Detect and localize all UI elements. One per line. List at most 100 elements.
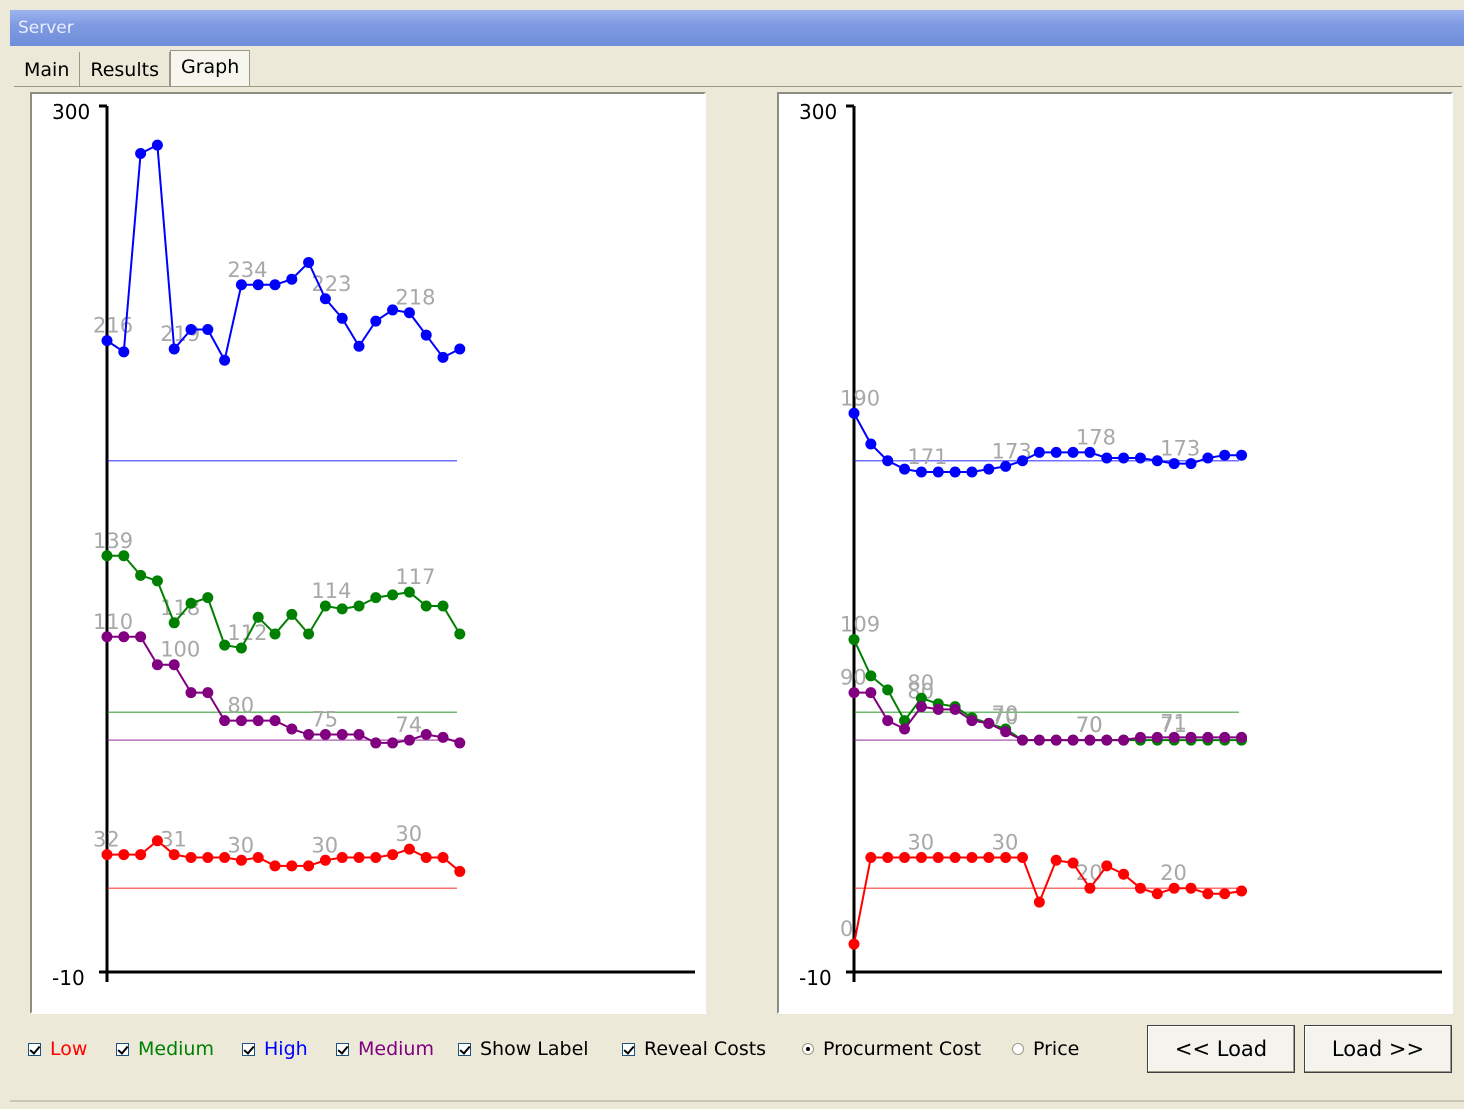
left-medium-purple-data-point (454, 737, 466, 749)
tab-main[interactable]: Main (14, 52, 81, 86)
low-checkbox[interactable]: Low (28, 1038, 87, 1060)
procurement-cost-radio-dot[interactable] (802, 1043, 814, 1055)
left-low-point-label: 30 (311, 833, 338, 857)
tab-results[interactable]: Results (80, 52, 170, 86)
window-title: Server (18, 18, 74, 38)
left-medium-purple-series-line (107, 635, 461, 744)
left-high-data-point (252, 279, 264, 291)
left-low-data-point (202, 851, 214, 863)
left-high-data-point (420, 329, 432, 341)
left-high-data-point (403, 307, 415, 319)
right-low-data-point (1134, 882, 1146, 894)
left-high-data-point (135, 147, 147, 159)
load-next-button[interactable]: Load >> (1304, 1025, 1452, 1073)
left-high-data-point (168, 343, 180, 355)
tab-graph[interactable]: Graph (169, 50, 251, 86)
right-medium-purple-data-point (1236, 731, 1248, 743)
right-high-data-point (932, 466, 944, 478)
left-medium-purple-data-point (387, 737, 399, 749)
left-medium-green-data-point (319, 600, 331, 612)
price-radio-dot[interactable] (1012, 1043, 1024, 1055)
left-high-series-line (106, 143, 461, 364)
left-high-data-point (151, 139, 163, 151)
left-medium-purple-point-label: 110 (93, 610, 133, 634)
right-medium-green-data-point (848, 634, 860, 646)
price-radio[interactable]: Price (1012, 1038, 1079, 1060)
right-medium-green-data-point (882, 684, 894, 696)
show-label-checkbox-box[interactable] (458, 1042, 471, 1056)
right-medium-purple-data-point (966, 715, 978, 727)
right-low-data-point (1101, 860, 1113, 872)
right-medium-purple-data-point (932, 703, 944, 715)
left-low-data-point (151, 835, 163, 847)
right-low-data-point (1067, 857, 1079, 869)
right-high-data-point (966, 466, 978, 478)
right-medium-purple-data-point (882, 715, 894, 727)
right-high-data-point (1168, 458, 1180, 470)
left-low-data-point (336, 851, 348, 863)
left-medium-purple-data-point (403, 734, 415, 746)
right-medium-purple-data-point (1017, 734, 1028, 746)
left-medium-purple-data-point (303, 729, 315, 741)
medium-purple-checkbox[interactable]: Medium (336, 1038, 434, 1060)
left-medium-purple-data-point (235, 715, 247, 727)
left-y-max-label: 300 (52, 100, 91, 124)
right-medium-green-point-label: 70 (992, 702, 1019, 726)
right-low-point-label: 20 (1160, 861, 1187, 885)
medium-purple-checkbox-label: Medium (358, 1038, 434, 1060)
high-checkbox-box[interactable] (242, 1042, 255, 1056)
right-y-max-label: 300 (799, 100, 838, 124)
left-high-data-point (319, 293, 331, 305)
right-high-data-point (1202, 452, 1214, 464)
left-low-data-point (387, 849, 399, 861)
right-low-data-point (1017, 851, 1028, 863)
procurement-cost-radio[interactable]: Procurment Cost (802, 1038, 981, 1060)
right-high-data-point (848, 407, 860, 419)
right-low-data-point (983, 851, 995, 863)
right-high-point-label: 171 (907, 445, 947, 469)
right-high-data-point (1084, 446, 1096, 458)
right-high-data-point (1101, 452, 1113, 464)
left-low-data-point (235, 854, 247, 866)
right-high-point-label: 178 (1076, 425, 1116, 449)
low-checkbox-box[interactable] (28, 1042, 41, 1056)
right-low-data-point (1050, 854, 1062, 866)
right-medium-purple-data-point (1101, 734, 1113, 746)
load-previous-button[interactable]: << Load (1147, 1025, 1295, 1073)
medium-purple-checkbox-box[interactable] (336, 1042, 349, 1056)
left-medium-green-point-label: 112 (227, 621, 267, 645)
right-medium-purple-data-point (1185, 731, 1197, 743)
reveal-costs-checkbox-box[interactable] (622, 1042, 635, 1056)
left-medium-purple-data-point (336, 729, 348, 741)
medium-green-checkbox-box[interactable] (116, 1042, 129, 1056)
right-low-data-point (1000, 851, 1012, 863)
left-high-data-point (219, 354, 231, 366)
procurement-cost-radio-label: Procurment Cost (823, 1038, 982, 1060)
high-checkbox[interactable]: High (242, 1038, 308, 1060)
left-medium-purple-data-point (269, 715, 281, 727)
left-medium-green-data-point (269, 628, 281, 640)
right-y-min-label: -10 (799, 966, 832, 990)
right-medium-purple-data-point (1067, 734, 1079, 746)
left-medium-green-data-point (185, 597, 197, 609)
left-high-data-point (387, 304, 399, 316)
left-high-data-point (101, 335, 113, 347)
right-medium-purple-data-point (1168, 731, 1180, 743)
left-low-data-point (437, 851, 449, 863)
right-high-data-point (1017, 455, 1028, 467)
right-high-data-point (1033, 446, 1045, 458)
reveal-costs-checkbox[interactable]: Reveal Costs (622, 1038, 766, 1060)
high-checkbox-label: High (264, 1038, 308, 1060)
right-low-data-point (1219, 888, 1231, 900)
right-medium-purple-data-point (848, 687, 860, 699)
left-low-data-point (303, 860, 315, 872)
left-medium-green-data-point (118, 550, 130, 562)
right-medium-green-point-label: 80 (907, 671, 934, 695)
tab-strip: Main Results Graph (14, 50, 251, 88)
medium-green-checkbox[interactable]: Medium (116, 1038, 214, 1060)
show-label-checkbox[interactable]: Show Label (458, 1038, 589, 1060)
left-medium-purple-data-point (101, 631, 113, 643)
right-low-data-point (1185, 882, 1197, 894)
price-radio-label: Price (1033, 1038, 1080, 1060)
left-low-data-point (403, 843, 415, 855)
